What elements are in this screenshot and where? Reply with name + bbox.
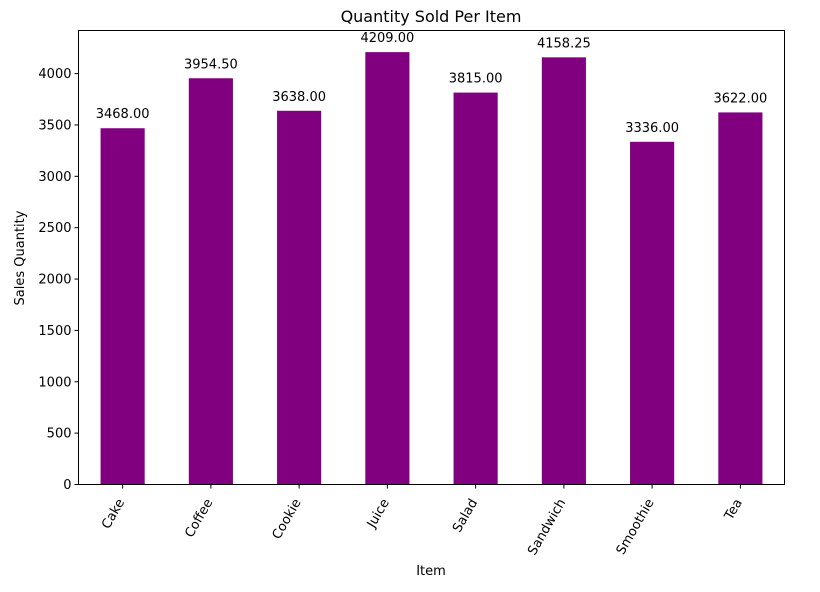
x-tick-label-smoothie: Smoothie xyxy=(614,496,658,557)
bar-smoothie xyxy=(630,141,675,485)
bar-coffee xyxy=(188,78,233,485)
y-tick-label: 4000 xyxy=(38,67,71,82)
y-tick-label: 2500 xyxy=(38,221,71,236)
bar-tea xyxy=(718,112,763,485)
y-tick-label: 0 xyxy=(63,478,71,493)
y-axis-label: Sales Quantity xyxy=(13,210,28,305)
y-tick-label: 1500 xyxy=(38,324,71,339)
y-tick-label: 500 xyxy=(47,427,72,442)
bar-cookie xyxy=(277,110,322,485)
x-tick-label-tea: Tea xyxy=(721,496,745,523)
bar-salad xyxy=(453,92,498,485)
bar-juice xyxy=(365,52,410,485)
plot-frame xyxy=(78,30,785,485)
x-axis-label: Item xyxy=(416,564,446,579)
bar-cake xyxy=(100,128,145,485)
x-tick-label-cookie: Cookie xyxy=(270,496,305,542)
x-tick-label-salad: Salad xyxy=(450,496,481,535)
plot-area: 0 500 1000 1500 2000 2500 3000 3500 4000 Cake 3468… xyxy=(38,31,767,558)
chart-title: Quantity Sold Per Item xyxy=(341,7,522,26)
y-tick-label: 3500 xyxy=(38,118,71,133)
data-label-sandwich: 4158.25 xyxy=(537,36,591,51)
data-label-smoothie: 3336.00 xyxy=(625,121,679,136)
x-tick-label-coffee: Coffee xyxy=(182,496,216,540)
x-tick-label-sandwich: Sandwich xyxy=(525,496,569,557)
data-label-juice: 4209.00 xyxy=(360,31,414,46)
y-tick-label: 3000 xyxy=(38,170,71,185)
data-label-cake: 3468.00 xyxy=(96,107,150,122)
y-tick-label: 2000 xyxy=(38,273,71,288)
data-label-coffee: 3954.50 xyxy=(184,57,238,72)
x-tick-label-cake: Cake xyxy=(99,496,128,531)
bar-sandwich xyxy=(541,57,586,485)
x-tick-label-juice: Juice xyxy=(364,496,393,531)
data-label-salad: 3815.00 xyxy=(449,72,503,87)
data-label-cookie: 3638.00 xyxy=(272,90,326,105)
y-tick-label: 1000 xyxy=(38,375,71,390)
data-label-tea: 3622.00 xyxy=(713,91,767,106)
